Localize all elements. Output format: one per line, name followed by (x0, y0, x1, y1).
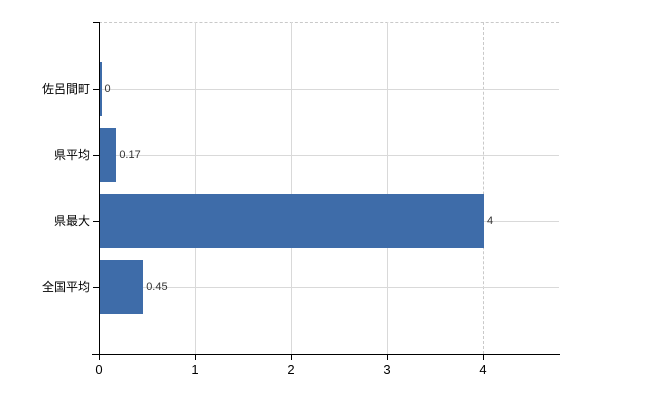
category-label: 県最大 (53, 214, 90, 228)
x-axis-tick (99, 355, 100, 360)
x-tick-label: 1 (191, 362, 199, 377)
y-axis-line (99, 22, 100, 354)
bar-value-label: 0.45 (146, 281, 168, 293)
gridline-horizontal (99, 287, 559, 288)
plot-top-border (99, 22, 559, 23)
gridline-vertical (291, 22, 292, 354)
gridline-vertical (387, 22, 388, 354)
y-axis-tick (93, 287, 99, 288)
x-tick-label: 2 (287, 362, 295, 377)
x-axis-tick (387, 355, 388, 360)
bar (100, 260, 144, 314)
gridline-vertical (195, 22, 196, 354)
bar-value-label: 4 (487, 215, 494, 227)
bar (100, 128, 117, 182)
gridline-vertical-dashed (483, 22, 484, 354)
bar-value-label: 0.17 (119, 149, 141, 161)
bar (100, 194, 484, 248)
y-axis-tick (93, 155, 99, 156)
y-axis-tick (93, 22, 99, 23)
x-axis-tick (483, 355, 484, 360)
x-tick-label: 0 (95, 362, 103, 377)
gridline-horizontal (99, 155, 559, 156)
category-label: 県平均 (53, 148, 90, 162)
y-axis-tick (93, 89, 99, 90)
x-tick-label: 4 (479, 362, 487, 377)
x-axis-line (92, 354, 560, 355)
category-label: 佐呂間町 (41, 82, 90, 96)
bar (100, 62, 102, 116)
bar-value-label: 0 (104, 83, 111, 95)
x-tick-label: 3 (383, 362, 391, 377)
y-axis-tick (93, 221, 99, 222)
category-label: 全国平均 (41, 280, 90, 294)
x-axis-tick (291, 355, 292, 360)
gridline-horizontal (99, 89, 559, 90)
x-axis-tick (195, 355, 196, 360)
